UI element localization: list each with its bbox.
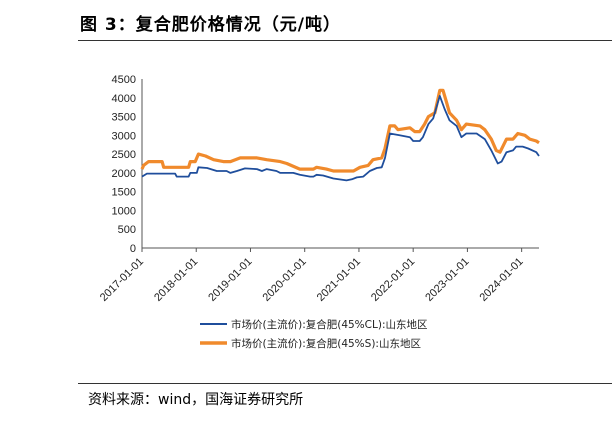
x-tick-label: 2020-01-01: [261, 256, 309, 304]
y-tick-label: 0: [130, 243, 136, 255]
series-lines: [140, 88, 540, 182]
y-tick-label: 1500: [112, 187, 136, 199]
axes: 0 500 1000 1500 2000 2500 3000 3500 4000 4500 2017…: [98, 74, 539, 304]
y-tick-label: 2500: [112, 149, 136, 161]
legend-label: 市场价(主流价):复合肥(45%CL):山东地区: [231, 318, 427, 331]
series-line: [140, 88, 540, 173]
series-line: [141, 95, 540, 182]
x-tick-label: 2023-01-01: [423, 256, 471, 304]
x-tick-label: 2019-01-01: [206, 256, 254, 304]
legend: 市场价(主流价):复合肥(45%CL):山东地区市场价(主流价):复合肥(45%…: [200, 318, 427, 350]
x-tick-label: 2017-01-01: [98, 256, 146, 304]
legend-label: 市场价(主流价):复合肥(45%S):山东地区: [231, 337, 421, 350]
y-tick-label: 3500: [112, 112, 136, 124]
source-note: 资料来源：wind，国海证券研究所: [88, 392, 304, 408]
y-tick-label: 4500: [112, 74, 136, 86]
y-tick-label: 500: [118, 224, 136, 236]
x-tick-label: 2018-01-01: [152, 256, 200, 304]
y-tick-label: 4000: [112, 93, 136, 105]
x-tick-label: 2021-01-01: [315, 256, 363, 304]
x-tick-label: 2024-01-01: [477, 256, 525, 304]
figure-title: 图 3：复合肥价格情况（元/吨）: [80, 15, 341, 35]
top-divider: [78, 40, 612, 41]
y-tick-label: 1000: [112, 205, 136, 217]
y-tick-label: 2000: [112, 168, 136, 180]
bottom-divider: [78, 383, 612, 384]
y-tick-label: 3000: [112, 130, 136, 142]
x-tick-label: 2022-01-01: [369, 256, 417, 304]
